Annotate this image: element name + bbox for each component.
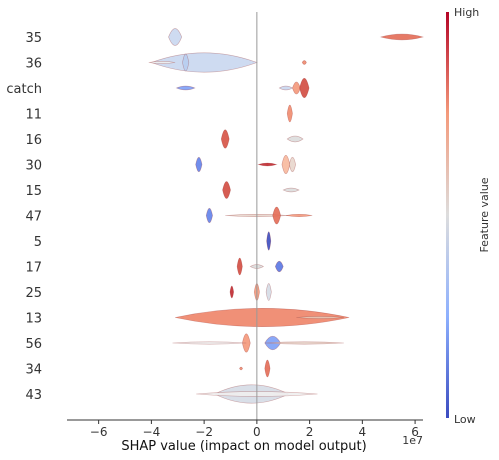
feature-label-13: 13 <box>25 312 42 327</box>
feature-label-17: 17 <box>25 261 42 276</box>
violin-17-0 <box>237 258 242 275</box>
feature-label-47: 47 <box>25 210 42 225</box>
x-tick-label-5: 4 <box>359 425 367 439</box>
feature-label-36: 36 <box>25 57 42 72</box>
violin-16-0 <box>221 130 229 148</box>
violin-13-1 <box>296 316 343 318</box>
violin-30-2 <box>282 155 290 173</box>
x-tick-label-2: −2 <box>195 425 213 439</box>
violin-catch-2 <box>292 82 300 94</box>
colorbar-gradient <box>446 12 449 418</box>
x-tick-label-4: 2 <box>306 425 314 439</box>
violin-11-0 <box>287 105 292 122</box>
x-tick-label-0: −6 <box>90 425 108 439</box>
violin-16-1 <box>287 136 303 142</box>
violin-catch-0 <box>176 86 194 90</box>
feature-label-56: 56 <box>25 337 42 352</box>
violin-25-2 <box>266 284 271 301</box>
violin-17-2 <box>275 261 283 272</box>
feature-label-15: 15 <box>25 184 42 199</box>
feature-label-25: 25 <box>25 286 42 301</box>
violin-36-3 <box>302 61 306 65</box>
violin-35-1 <box>381 34 423 40</box>
violin-56-2 <box>265 342 344 344</box>
violin-35-0 <box>169 29 182 46</box>
colorbar: High Low Feature value <box>446 6 491 426</box>
violin-47-3 <box>286 214 312 216</box>
feature-label-16: 16 <box>25 133 42 148</box>
feature-label-5: 5 <box>34 235 42 250</box>
colorbar-title: Feature value <box>478 177 491 252</box>
violin-56-3 <box>172 342 246 344</box>
violin-30-1 <box>258 163 276 166</box>
x-tick-label-3: 0 <box>253 425 261 439</box>
x-axis-title: SHAP value (impact on model output) <box>121 439 366 454</box>
violin-30-0 <box>196 157 202 172</box>
violin-36-1 <box>149 61 175 63</box>
violin-catch-1 <box>279 86 292 90</box>
violin-47-2 <box>273 207 281 224</box>
feature-label-43: 43 <box>25 388 42 403</box>
plot-area <box>149 29 423 404</box>
x-tick-label-1: −4 <box>143 425 161 439</box>
colorbar-low-label: Low <box>454 413 476 426</box>
x-axis-multiplier: 1e7 <box>402 434 423 447</box>
violin-47-0 <box>206 208 212 223</box>
violin-catch-3 <box>300 78 309 97</box>
feature-label-35: 35 <box>25 31 42 46</box>
violin-34-1 <box>265 360 270 377</box>
feature-label-34: 34 <box>25 363 42 378</box>
feature-label-30: 30 <box>25 159 42 174</box>
feature-label-11: 11 <box>25 108 42 123</box>
violin-30-3 <box>289 157 295 172</box>
violin-15-1 <box>283 188 299 192</box>
violin-34-0 <box>239 367 242 370</box>
violin-5-0 <box>267 232 271 250</box>
colorbar-high-label: High <box>454 6 479 19</box>
feature-labels: 35 36 catch 11 16 30 15 47 5 17 25 13 56 34 43 <box>6 31 42 403</box>
x-axis: −6 −4 −2 0 2 4 6 <box>67 420 423 439</box>
violin-15-0 <box>223 182 231 199</box>
violin-25-0 <box>230 286 234 298</box>
feature-label-catch: catch <box>6 82 42 97</box>
